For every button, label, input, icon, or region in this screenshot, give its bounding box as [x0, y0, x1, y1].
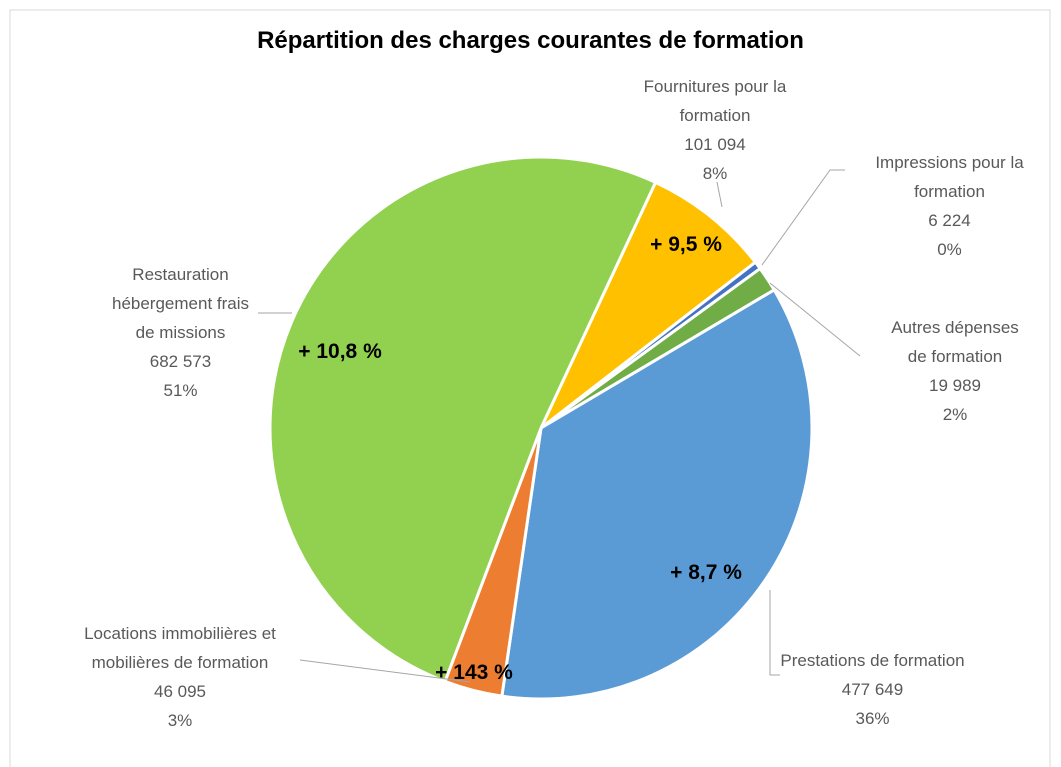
value-label: 6 224: [928, 211, 971, 230]
category-label: Prestations de formation: [780, 651, 965, 670]
leader-line: [761, 169, 845, 266]
category-label: Fournitures pour la formation: [643, 77, 787, 125]
percent-label: 0%: [937, 240, 962, 259]
data-label: Restauration hébergement frais de missio…: [103, 260, 258, 405]
leader-line: [769, 590, 780, 676]
value-label: 101 094: [684, 135, 746, 154]
percent-label: 3%: [167, 711, 193, 730]
leader-line: [769, 282, 861, 357]
category-label: Locations immobilières et mobilières de …: [84, 624, 276, 672]
value-label: 19 989: [929, 376, 981, 395]
data-label: Prestations de formation 477 649 36%: [740, 646, 1005, 733]
chart-title: Répartition des charges courantes de for…: [257, 27, 804, 54]
pie-slice: [268, 155, 658, 684]
data-label: Impressions pour la formation 6 224 0%: [862, 148, 1037, 264]
pie-slice: [500, 287, 814, 701]
category-label: Impressions pour la formation: [875, 153, 1024, 201]
value-label: 477 649: [841, 680, 904, 699]
leader-line: [299, 659, 471, 683]
annotation: + 8,7 %: [670, 561, 742, 584]
value-label: 682 573: [149, 352, 212, 371]
category-label: Autres dépenses de formation: [891, 318, 1019, 366]
value-label: 46 095: [154, 682, 206, 701]
percent-label: 2%: [942, 405, 968, 424]
category-label: Restauration hébergement frais de missio…: [111, 265, 250, 342]
percent-label: 51%: [163, 381, 198, 400]
annotation: + 10,8 %: [298, 340, 382, 363]
data-label: Fournitures pour la formation 101 094 8%: [630, 72, 800, 188]
percent-label: 36%: [855, 709, 890, 728]
leader-line: [716, 181, 723, 208]
percent-label: 8%: [702, 164, 728, 183]
chart-frame: [9, 9, 1051, 767]
pie-slice: [539, 180, 758, 430]
data-label: Autres dépenses de formation 19 989 2%: [885, 313, 1025, 429]
annotation: + 9,5 %: [650, 233, 722, 256]
annotation: + 143 %: [435, 661, 513, 684]
data-label: Locations immobilières et mobilières de …: [45, 619, 315, 735]
